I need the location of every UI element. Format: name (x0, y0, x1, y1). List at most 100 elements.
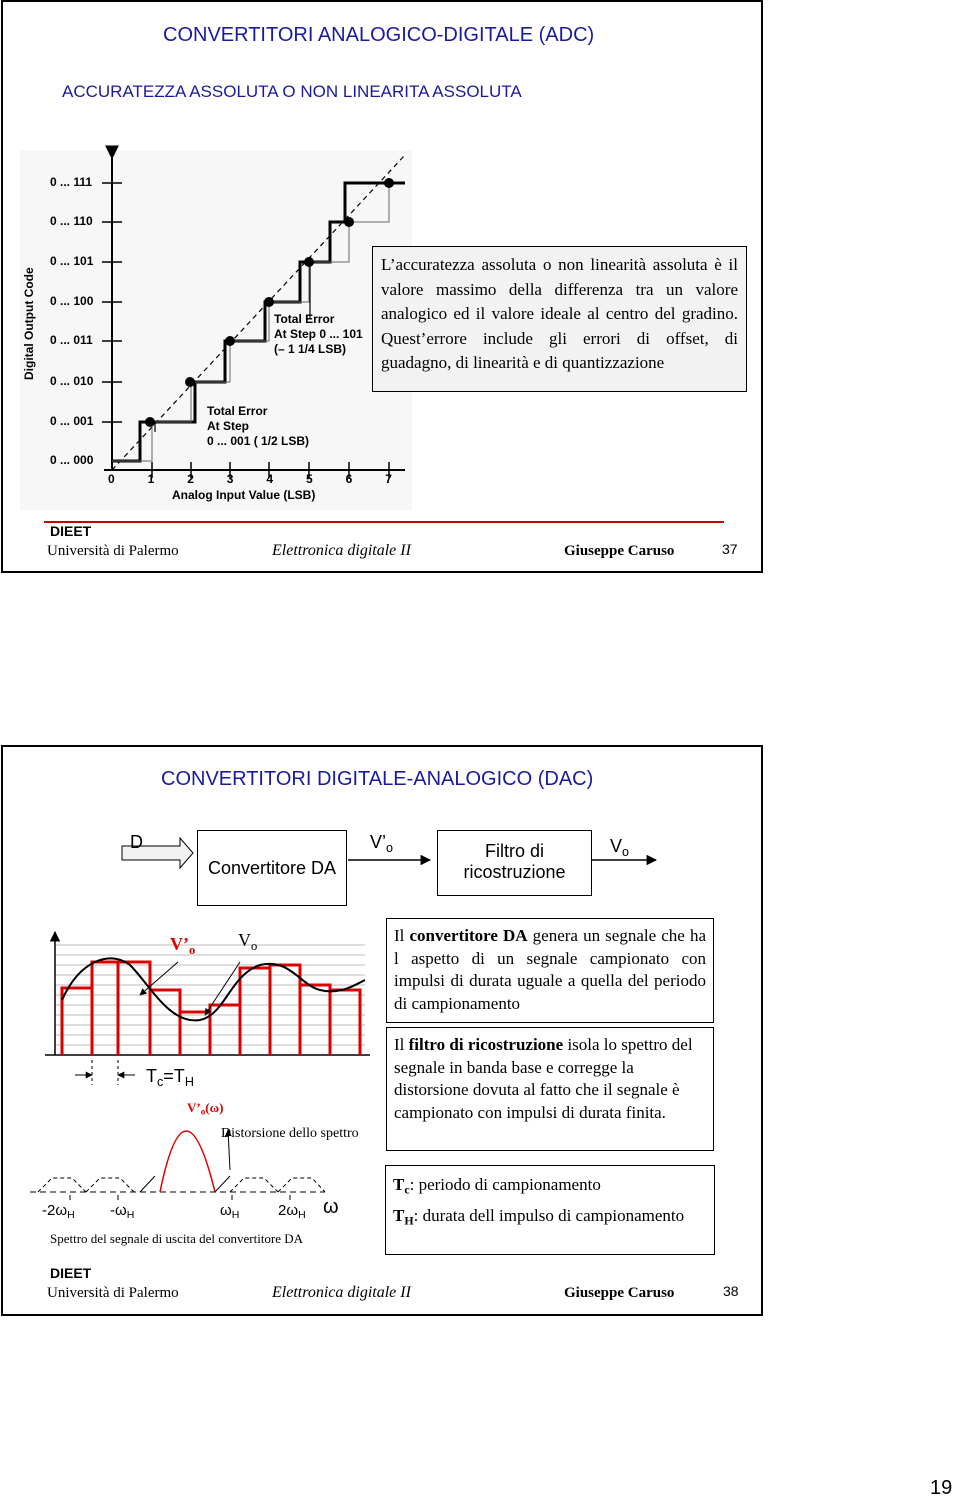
definition: TH: durata dell impulso di campionamento (393, 1203, 707, 1234)
x-tick-label: 7 (385, 472, 392, 486)
block-label: ricostruzione (463, 862, 566, 882)
x-tick-label: 1 (147, 472, 155, 486)
note-line: 0 ... 001 ( 1/2 LSB) (207, 434, 310, 448)
text-part: (ω) (205, 1100, 224, 1115)
subtitle: ACCURATEZZA ASSOLUTA O NON LINEARITA ASS… (62, 82, 522, 101)
sheet-number: 19 (930, 1477, 953, 1499)
title: CONVERTITORI ANALOGICO-DIGITALE (ADC) (163, 24, 595, 46)
period-label: Tc=TH (146, 1066, 194, 1089)
text-part: o (251, 938, 258, 953)
note-line: (– 1 1/4 LSB) (274, 342, 347, 356)
text-part: V’ (187, 1100, 201, 1115)
note-line: Total Error (207, 404, 268, 418)
spectrum-label: V’o(ω) (187, 1100, 223, 1117)
symbol: Tc (393, 1175, 410, 1197)
text-part: o (386, 840, 394, 855)
page-number: 37 (722, 541, 738, 557)
wave-label: V’o (170, 934, 195, 958)
signal: V’o (370, 832, 393, 855)
signal: Vo (610, 836, 629, 859)
text-part: convertitore DA (409, 926, 528, 945)
page-number: 38 (723, 1283, 739, 1299)
text-part: Il (394, 1035, 409, 1054)
title: CONVERTITORI DIGITALE-ANALOGICO (DAC) (161, 768, 594, 790)
text-part: genera un segnale che ha l aspetto di un… (394, 926, 706, 1013)
block: Filtro di ricostruzione (437, 830, 592, 896)
text-part: c (157, 1074, 164, 1089)
spectrum-tick: 2ωH (278, 1202, 306, 1221)
note: Total Error At Step 0 ... 101 (– 1 1/4 LSB… (274, 312, 363, 357)
text-part: =T (163, 1066, 185, 1086)
text-part: V’ (370, 832, 387, 852)
adc-figure (102, 145, 406, 478)
code-label: 0 ... 111 (50, 175, 93, 189)
note-line: At Step 0 ... 101 (274, 327, 363, 341)
spectrum-tick: -2ωH (42, 1202, 75, 1221)
text-part: filtro di ricostruzione (408, 1035, 564, 1054)
arrow (121, 836, 194, 870)
footer-author: Giuseppe Caruso (564, 1285, 675, 1301)
text-part: Il (394, 926, 410, 945)
text-part: H (404, 1213, 414, 1228)
text-box: L’accuratezza assoluta o non linearità a… (372, 246, 747, 392)
code-label: 0 ... 001 (50, 414, 94, 428)
note-line: At Step (207, 419, 249, 433)
x-tick-label: 6 (345, 472, 353, 486)
y-axis-label: Digital Output Code (22, 267, 36, 380)
block-label: Filtro di (484, 841, 544, 861)
x-tick-label: 3 (226, 472, 234, 486)
spectrum-axis: ω (323, 1196, 339, 1218)
block-label: Convertitore DA (207, 857, 337, 878)
code-label: 0 ... 011 (50, 333, 93, 347)
text-part: o (189, 942, 196, 957)
footer-dept: DIEET (50, 523, 92, 539)
slide-frame (1, 745, 763, 1316)
figure-bg (20, 150, 412, 510)
diagram-input: D (130, 832, 143, 852)
code-label: 0 ... 101 (50, 254, 94, 268)
symbol: TH (393, 1205, 414, 1228)
spectrum (30, 1129, 326, 1200)
definition-text: : durata dell impulso di campionamento (413, 1205, 685, 1225)
ideal-points (145, 178, 394, 427)
text-part: T (146, 1066, 157, 1086)
text-part: isola lo spettro del segnale in banda ba… (394, 1035, 693, 1122)
x-tick-label: 0 (108, 472, 115, 486)
code-label: 0 ... 010 (50, 374, 94, 388)
text-part: V (238, 930, 251, 950)
waveform (45, 930, 370, 1085)
footer-university: Università di Palermo (47, 543, 179, 559)
x-tick-label: 5 (306, 472, 313, 486)
code-label: 0 ... 100 (50, 294, 94, 308)
text-part: -ω (110, 1202, 127, 1219)
text-part: H (231, 1209, 240, 1222)
text-part: H (298, 1209, 306, 1222)
wave-label: Vo (238, 930, 257, 954)
text-part: ω (220, 1202, 232, 1219)
definition: Tc: periodo di campionamento (393, 1172, 707, 1203)
spectrum-tick: ωH (220, 1202, 239, 1221)
x-tick-label: 2 (187, 472, 194, 486)
text-part: V (610, 836, 623, 856)
footer-university: Università di Palermo (47, 1285, 179, 1301)
text-box: Il filtro di ricostruzione isola lo spet… (386, 1027, 714, 1151)
block: Convertitore DA (197, 830, 347, 906)
text-part: H (126, 1209, 135, 1222)
text-part: T (393, 1205, 405, 1225)
slide-frame (1, 0, 763, 573)
text-part: -2ω (42, 1202, 68, 1219)
definition-text: : periodo di campionamento (409, 1175, 601, 1194)
x-tick-label: 4 (266, 472, 274, 486)
footer-dept: DIEET (50, 1265, 92, 1281)
distortion-label: Distorsione dello spettro (221, 1126, 359, 1141)
code-label: 0 ... 110 (50, 214, 93, 228)
text-part: H (67, 1209, 75, 1222)
code-label: 0 ... 000 (50, 453, 94, 467)
note: Total Error At Step 0 ... 001 ( 1/2 LSB) (207, 404, 309, 449)
footer-author: Giuseppe Caruso (564, 543, 675, 559)
text-box: Il convertitore DA genera un segnale che… (386, 918, 714, 1023)
text-part: 2ω (278, 1202, 299, 1219)
text-part: H (184, 1074, 194, 1089)
